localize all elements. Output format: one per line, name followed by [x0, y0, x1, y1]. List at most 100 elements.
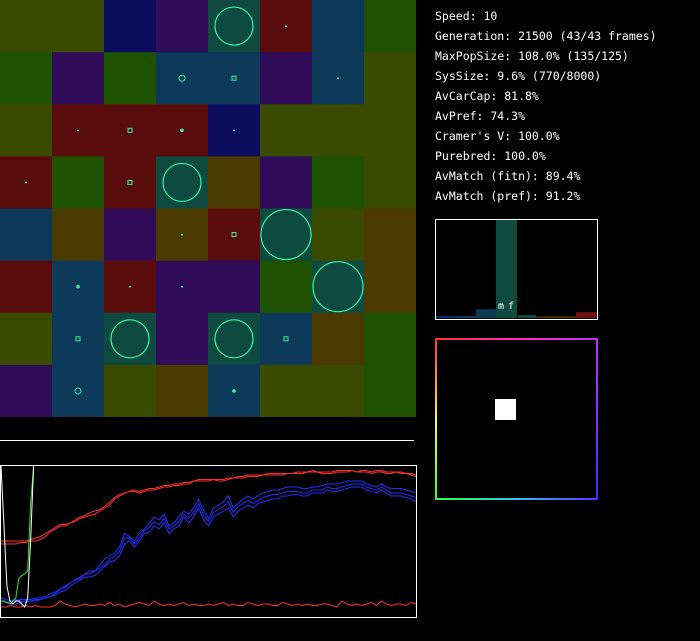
- population-marker: [285, 25, 287, 28]
- grid-cell[interactable]: [260, 104, 313, 157]
- stat-av-match-fitn: AvMatch (fitn): 89.4%: [435, 169, 581, 183]
- color-map-canvas: [435, 338, 598, 500]
- grid-cell[interactable]: [104, 104, 157, 157]
- grid-cell[interactable]: [0, 208, 53, 262]
- grid-cell[interactable]: [364, 104, 416, 157]
- grid-cell[interactable]: [0, 104, 53, 157]
- grid-cell[interactable]: [312, 312, 365, 366]
- grid-cell[interactable]: [104, 0, 157, 53]
- stat-speed: Speed: 10: [435, 9, 498, 23]
- population-marker: [231, 75, 237, 81]
- stat-purebred: Purebred: 100.0%: [435, 149, 546, 163]
- grid-cell[interactable]: [312, 364, 365, 417]
- population-marker: [75, 336, 81, 342]
- population-marker: [214, 6, 254, 46]
- world-grid[interactable]: [0, 0, 416, 417]
- grid-cell[interactable]: [364, 312, 416, 366]
- grid-cell[interactable]: [156, 52, 209, 105]
- grid-cell[interactable]: [0, 260, 53, 314]
- stat-av-match-pref: AvMatch (pref): 91.2%: [435, 189, 581, 203]
- population-marker: [260, 208, 312, 261]
- grid-cell[interactable]: [208, 260, 261, 314]
- population-marker: [162, 162, 202, 203]
- population-marker: [233, 129, 235, 132]
- population-marker: [25, 181, 27, 184]
- grid-cell[interactable]: [52, 52, 105, 105]
- grid-cell[interactable]: [104, 156, 157, 209]
- grid-cell[interactable]: [52, 312, 105, 366]
- grid-cell[interactable]: [364, 208, 416, 262]
- grid-cell[interactable]: [364, 0, 416, 53]
- population-marker: [178, 74, 186, 82]
- color-map-edge-right: [596, 338, 598, 500]
- grid-cell[interactable]: [104, 364, 157, 417]
- chart-series-line: [0, 486, 417, 605]
- grid-cell[interactable]: [260, 52, 313, 105]
- color-map-edge-top: [435, 338, 598, 340]
- grid-cell[interactable]: [364, 156, 416, 209]
- grid-cell[interactable]: [208, 52, 261, 105]
- population-marker: [127, 127, 133, 133]
- grid-cell[interactable]: [0, 364, 53, 417]
- preference-color-map[interactable]: [435, 338, 598, 500]
- grid-cell[interactable]: [52, 364, 105, 417]
- grid-cell[interactable]: [104, 52, 157, 105]
- grid-cell[interactable]: [260, 312, 313, 366]
- panel-divider: [0, 440, 416, 441]
- grid-cell[interactable]: [364, 260, 416, 314]
- population-marker: [180, 128, 184, 133]
- population-marker: [181, 285, 183, 288]
- stats-panel: Speed: 10 Generation: 21500 (43/43 frame…: [435, 6, 697, 206]
- population-marker: [110, 319, 150, 359]
- grid-cell[interactable]: [260, 156, 313, 209]
- histogram-bar: [436, 316, 456, 318]
- histogram-bar: [576, 312, 597, 318]
- grid-cell[interactable]: [260, 364, 313, 417]
- grid-cell[interactable]: [0, 312, 53, 366]
- grid-cell[interactable]: [260, 260, 313, 314]
- chart-series-line: [0, 465, 35, 608]
- grid-cell[interactable]: [312, 0, 365, 53]
- grid-cell[interactable]: [104, 208, 157, 262]
- grid-cell[interactable]: [364, 364, 416, 417]
- grid-cell[interactable]: [52, 156, 105, 209]
- color-map-marker: [495, 399, 516, 420]
- color-map-background: [435, 338, 598, 500]
- color-map-edge-left: [435, 338, 437, 500]
- trait-histogram-canvas: m f: [435, 219, 598, 320]
- grid-cell[interactable]: [312, 104, 365, 157]
- grid-cell[interactable]: [312, 156, 365, 209]
- grid-cell[interactable]: [208, 208, 261, 262]
- population-marker: [129, 285, 131, 288]
- color-map-edge-bottom: [435, 498, 598, 500]
- population-marker: [283, 336, 289, 342]
- grid-cell[interactable]: [208, 156, 261, 209]
- grid-cell[interactable]: [312, 208, 365, 262]
- grid-cell[interactable]: [52, 208, 105, 262]
- chart-series-line: [1, 469, 417, 542]
- stat-generation: Generation: 21500 (43/43 frames): [435, 29, 657, 43]
- population-marker: [181, 233, 183, 236]
- grid-cell[interactable]: [0, 52, 53, 105]
- histogram-bar: [476, 309, 496, 318]
- grid-cell[interactable]: [52, 0, 105, 53]
- stat-cramers-v: Cramer's V: 100.0%: [435, 129, 560, 143]
- histogram-label-m: m: [498, 301, 504, 312]
- population-marker: [337, 77, 339, 80]
- grid-cell[interactable]: [0, 0, 53, 53]
- stat-sys-size: SysSize: 9.6% (770/8000): [435, 69, 602, 83]
- population-marker: [74, 387, 82, 395]
- grid-cell[interactable]: [364, 52, 416, 105]
- grid-cell[interactable]: [156, 364, 209, 417]
- population-marker: [231, 232, 237, 238]
- grid-cell[interactable]: [156, 0, 209, 53]
- population-marker: [312, 261, 364, 313]
- grid-cell[interactable]: [156, 312, 209, 366]
- stat-av-pref: AvPref: 74.3%: [435, 109, 526, 123]
- histogram-bar: [496, 220, 517, 318]
- population-marker: [232, 389, 236, 393]
- histogram-bar: [456, 316, 476, 318]
- population-marker: [127, 179, 133, 185]
- population-marker: [214, 319, 254, 359]
- chart-series-line: [0, 483, 417, 602]
